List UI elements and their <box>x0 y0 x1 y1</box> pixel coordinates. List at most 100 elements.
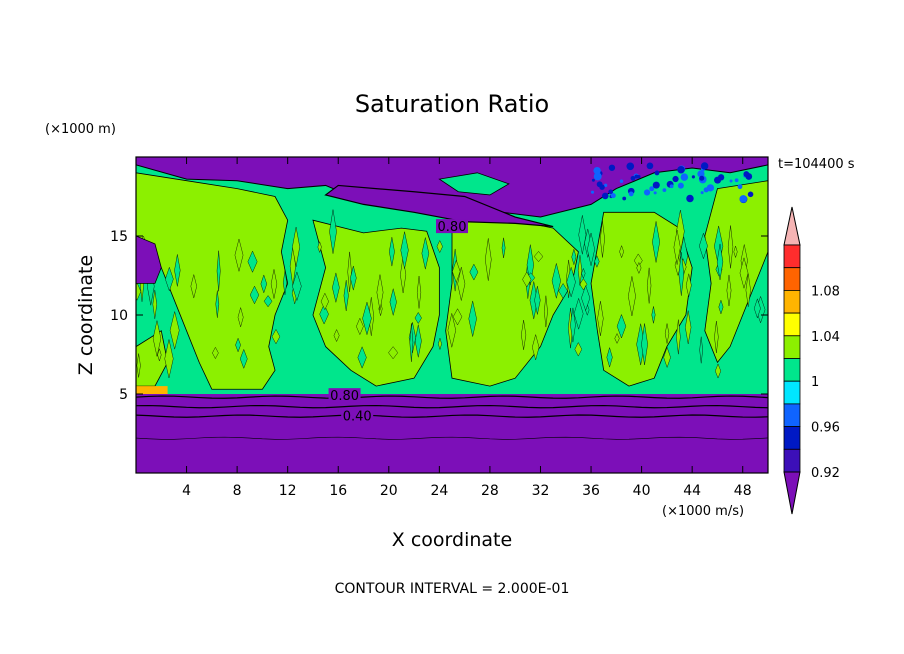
speckle <box>646 162 654 170</box>
convective-streak <box>652 221 660 263</box>
speckle <box>747 191 754 198</box>
convective-streak <box>715 363 722 379</box>
speckle <box>729 179 733 183</box>
x-tick-label: 8 <box>233 483 242 499</box>
convective-streak <box>329 209 337 254</box>
colorbar-box <box>783 335 801 359</box>
convective-streak <box>468 300 477 337</box>
convective-streak <box>587 232 595 266</box>
colorbar-box <box>783 289 801 314</box>
convective-streak <box>414 312 422 324</box>
convective-streak <box>678 252 685 296</box>
convective-streak <box>570 307 576 343</box>
convective-streak <box>292 227 300 267</box>
speckle <box>714 176 722 184</box>
convective-streak <box>533 251 544 262</box>
convective-streak <box>320 292 329 311</box>
speckle <box>739 195 748 203</box>
convective-streak <box>663 346 671 369</box>
convective-streak <box>400 231 409 269</box>
speckle <box>691 175 695 179</box>
convective-streak <box>165 266 174 292</box>
convective-streak <box>270 269 278 299</box>
speckle <box>654 170 660 176</box>
convective-streak <box>436 240 443 254</box>
x-tick-label: 16 <box>329 483 347 499</box>
y-unit-label: (×1000 m) <box>45 122 116 137</box>
convective-streak <box>685 273 692 297</box>
convective-streak <box>240 348 248 369</box>
convective-streak <box>152 289 157 319</box>
convective-streak <box>389 288 397 316</box>
x-tick-label: 4 <box>182 483 191 499</box>
convective-streak <box>614 333 620 344</box>
speckle <box>603 183 608 188</box>
speckle <box>706 184 715 192</box>
convective-streak <box>136 353 141 378</box>
speckle <box>700 191 704 195</box>
convective-streak <box>699 232 708 260</box>
colorbar-tick-label: 1.08 <box>811 284 840 299</box>
y-tick-label: 10 <box>110 308 128 324</box>
convective-streak <box>571 248 577 266</box>
convective-streak <box>190 274 197 299</box>
speckle <box>628 191 634 197</box>
speckle <box>734 178 739 183</box>
speckle <box>637 174 641 179</box>
colorbar: 0.92 0.96 1 1.04 1.08 <box>783 206 840 515</box>
convective-streak <box>421 237 430 270</box>
convective-streak <box>600 220 605 258</box>
convective-streak <box>263 295 273 308</box>
x-tick-label: 24 <box>430 483 448 499</box>
dry-lower-layer <box>136 394 768 473</box>
colorbar-box <box>783 448 801 473</box>
speckle <box>700 162 709 170</box>
y-axis-label: Z coordinate <box>75 255 97 375</box>
convective-streak <box>212 346 219 360</box>
region-saturated-1 <box>136 172 289 390</box>
x-tick-label: 28 <box>481 483 499 499</box>
speckle <box>590 190 595 194</box>
speckle <box>699 175 705 181</box>
speckle <box>608 189 614 195</box>
convective-streak <box>753 298 761 319</box>
convective-streak <box>597 301 604 336</box>
convective-streak <box>452 308 463 326</box>
speckle <box>626 162 635 171</box>
x-tick-label: 44 <box>683 483 701 499</box>
convective-streak <box>501 237 506 259</box>
speckle <box>619 179 624 183</box>
x-tick-label: 32 <box>532 483 550 499</box>
convective-streak <box>606 346 613 368</box>
y-tick-label: 5 <box>119 387 128 403</box>
contour-label: 0.80 <box>330 389 359 404</box>
convective-streak <box>646 267 652 304</box>
convective-streak <box>676 319 681 355</box>
y-tick-label: 15 <box>110 229 128 245</box>
convective-streak <box>414 324 422 358</box>
moist-edge-patch <box>136 386 168 394</box>
convective-streak <box>664 323 670 344</box>
convective-streak <box>699 336 703 364</box>
x-tick-label: 20 <box>380 483 398 499</box>
convective-streak <box>636 261 642 274</box>
speckle <box>610 193 616 199</box>
colorbar-box <box>783 380 801 405</box>
contour-label-bg <box>341 408 374 423</box>
convective-streak <box>332 272 340 303</box>
convective-streak <box>389 237 395 267</box>
convective-streak <box>619 245 624 259</box>
x-axis-label: X coordinate <box>392 529 512 551</box>
convective-streak <box>685 310 692 345</box>
convective-streak <box>283 270 287 295</box>
convective-streak <box>237 306 244 328</box>
speckle <box>652 181 660 189</box>
region-saturated-5 <box>704 180 768 364</box>
speckle <box>677 182 684 189</box>
colorbar-under-triangle <box>783 471 801 515</box>
convective-streak <box>628 276 636 317</box>
speckle <box>662 188 667 192</box>
convective-streak <box>714 321 719 354</box>
moist-pocket <box>438 172 510 196</box>
